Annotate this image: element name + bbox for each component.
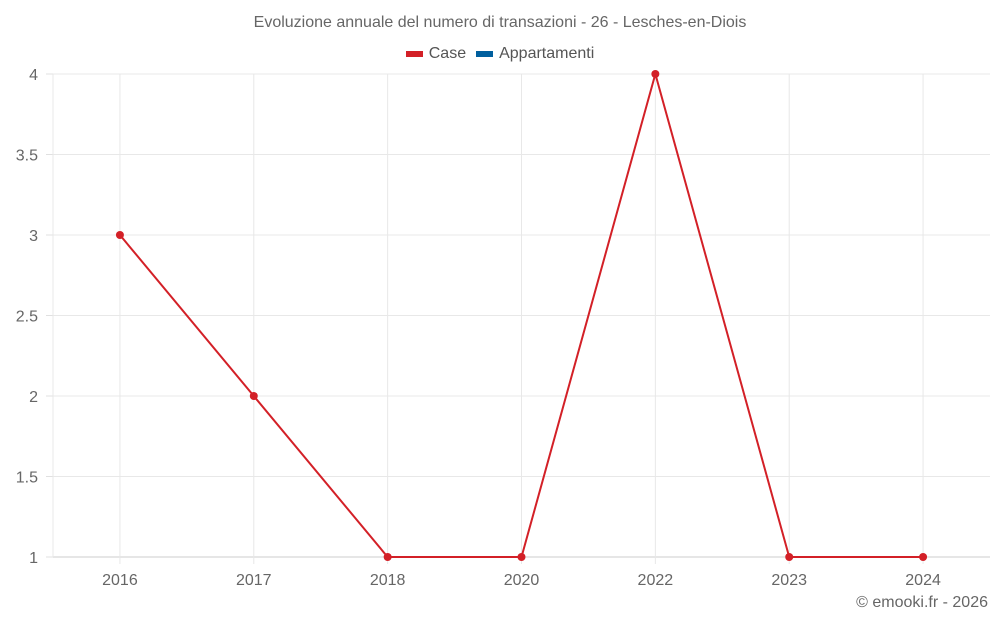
chart-title: Evoluzione annuale del numero di transaz… (253, 14, 747, 31)
legend-label-case: Case (428, 45, 467, 62)
legend-label-appartamenti: Appartamenti (499, 45, 595, 62)
data-point[interactable] (249, 392, 258, 400)
y-tick-label: 1.5 (16, 470, 38, 487)
y-tick-label: 3 (29, 228, 38, 245)
data-point[interactable] (517, 553, 526, 561)
y-tick-label: 4 (29, 67, 38, 84)
data-point[interactable] (115, 231, 124, 239)
y-tick-label: 1 (29, 550, 38, 567)
data-point[interactable] (383, 553, 392, 561)
data-point[interactable] (785, 553, 794, 561)
x-tick-label: 2020 (504, 572, 540, 589)
y-tick-label: 2.5 (16, 309, 38, 326)
y-tick-label: 3.5 (16, 148, 38, 165)
legend-item-appartamenti[interactable]: Appartamenti (476, 45, 594, 63)
legend-swatch-appartamenti (476, 51, 494, 57)
x-tick-label: 2022 (638, 572, 674, 589)
x-tick-label: 2023 (771, 572, 807, 589)
data-point[interactable] (919, 553, 928, 561)
credit-text: © emooki.fr - 2026 (856, 594, 988, 611)
data-point[interactable] (651, 70, 660, 78)
x-tick-label: 2018 (370, 572, 406, 589)
x-tick-label: 2017 (236, 572, 272, 589)
chart-legend: Case Appartamenti (0, 45, 1000, 63)
legend-item-case[interactable]: Case (405, 45, 467, 63)
x-tick-label: 2024 (905, 572, 941, 589)
x-tick-label: 2016 (102, 572, 138, 589)
y-tick-label: 2 (29, 389, 38, 406)
legend-swatch-case (405, 51, 423, 57)
